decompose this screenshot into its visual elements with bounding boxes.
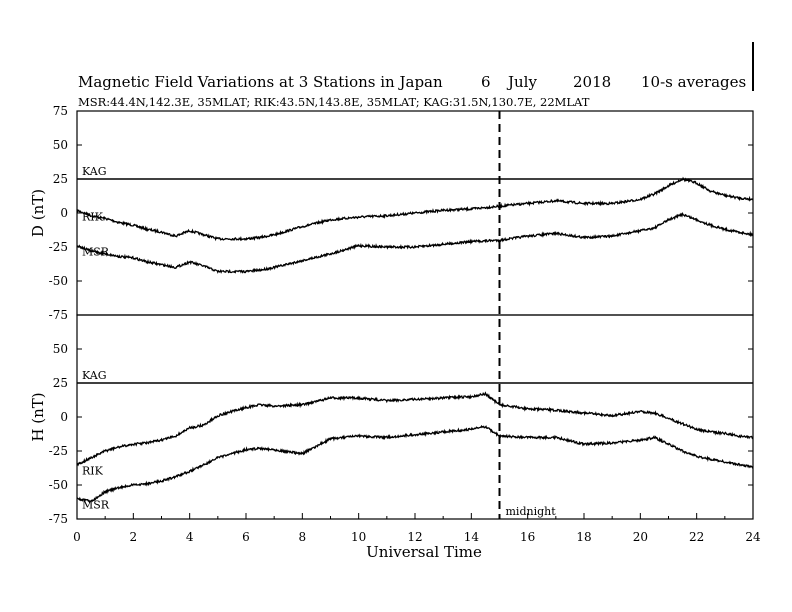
panel-h: -75 -50 -25 0 25 50 H (nT) KAG RIK MSR xyxy=(29,314,754,526)
date-year: 2018 xyxy=(573,73,612,91)
y-tick-label: -75 xyxy=(49,512,68,526)
y-tick-label: 0 xyxy=(60,206,68,220)
x-tick-label: 14 xyxy=(464,530,480,544)
date-day: 6 xyxy=(481,73,491,91)
y-tick-label: 25 xyxy=(53,376,68,390)
x-tick-label: 20 xyxy=(633,530,648,544)
y-tick-label: 25 xyxy=(53,172,68,186)
series-msr xyxy=(76,211,754,274)
panel-d: -75 -50 -25 0 25 50 75 D (nT) KAG RIK MSR xyxy=(29,104,754,322)
series-rik xyxy=(76,391,754,467)
series-msr xyxy=(76,424,754,504)
y-tick-label: -25 xyxy=(49,444,68,458)
y-tick-label: 75 xyxy=(53,104,68,118)
y-tick-label: -25 xyxy=(49,240,68,254)
x-tick-label: 12 xyxy=(407,530,422,544)
x-tick-label: 4 xyxy=(186,530,194,544)
series-label-kag: KAG xyxy=(82,369,107,382)
series-label-kag: KAG xyxy=(82,165,107,178)
x-tick-label: 8 xyxy=(299,530,307,544)
series-label-msr: MSR xyxy=(82,246,110,259)
series-label-rik: RIK xyxy=(82,465,104,478)
x-tick-label: 6 xyxy=(242,530,250,544)
y-tick-label: 50 xyxy=(53,138,68,152)
x-tick-label: 10 xyxy=(351,530,366,544)
x-tick-label: 0 xyxy=(73,530,81,544)
x-tick-label: 2 xyxy=(130,530,138,544)
y-tick-label: 50 xyxy=(53,342,68,356)
chart-title: Magnetic Field Variations at 3 Stations … xyxy=(78,73,443,91)
x-axis-label: Universal Time xyxy=(366,543,482,561)
x-tick-label: 16 xyxy=(520,530,535,544)
x-tick-label: 24 xyxy=(745,530,761,544)
series-rik xyxy=(76,176,754,242)
y-tick-label: 0 xyxy=(60,410,68,424)
y-axis-label: H (nT) xyxy=(29,392,47,441)
series-label-rik: RIK xyxy=(82,210,104,223)
station-info: MSR:44.4N,142.3E, 35MLAT; RIK:43.5N,143.… xyxy=(78,95,590,109)
date-month: July xyxy=(508,73,537,91)
midnight-label: midnight xyxy=(506,505,557,518)
y-tick-label: -50 xyxy=(49,478,68,492)
y-axis-label: D (nT) xyxy=(29,189,47,237)
series-label-msr: MSR xyxy=(82,499,110,512)
x-tick-label: 18 xyxy=(576,530,591,544)
x-tick-label: 22 xyxy=(689,530,704,544)
y-tick-label: -75 xyxy=(49,308,68,322)
y-tick-label: -50 xyxy=(49,274,68,288)
averaging-label: 10-s averages xyxy=(641,73,747,91)
panel-frame xyxy=(76,314,754,520)
